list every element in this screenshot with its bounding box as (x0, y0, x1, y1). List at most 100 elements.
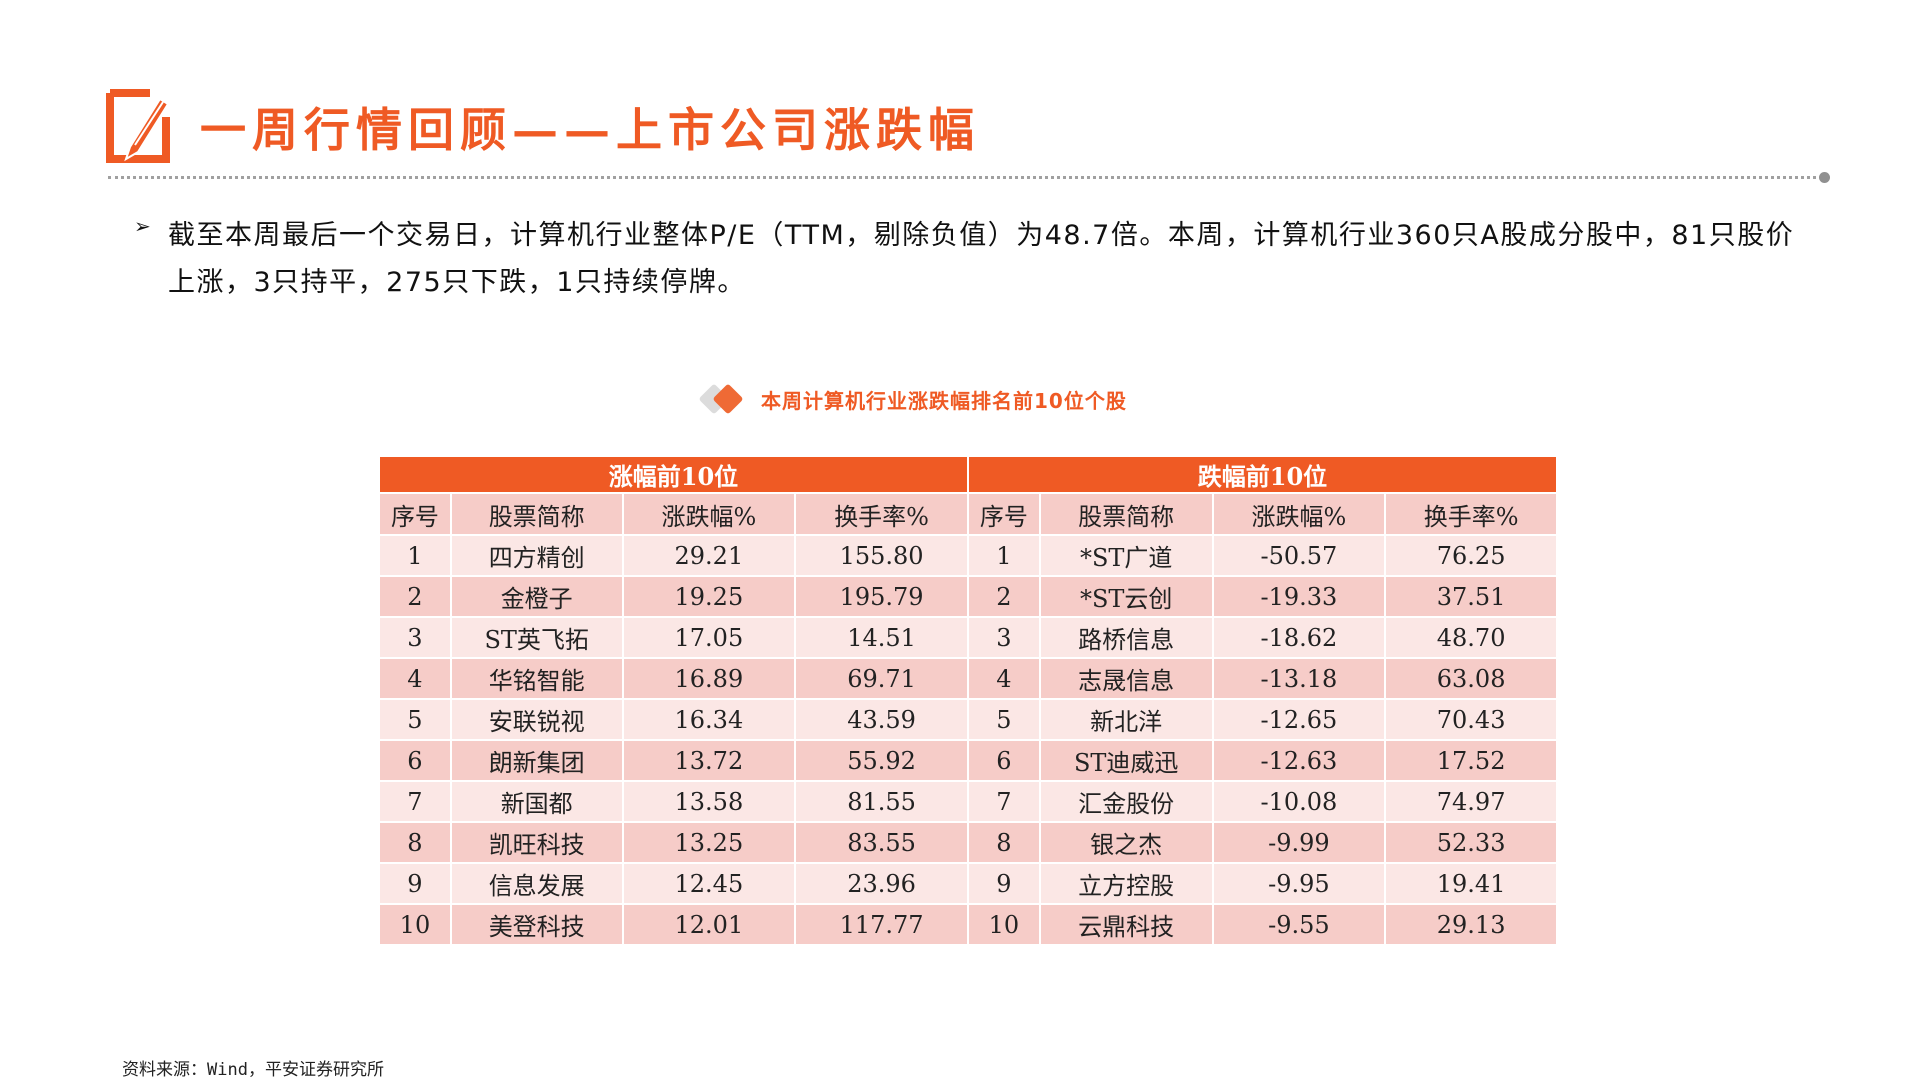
gainer-change-pct: 13.25 (621, 821, 797, 864)
gainer-stock-name: ST英飞拓 (449, 616, 624, 659)
gainer-rank: 2 (378, 575, 452, 618)
loser-rank: 9 (966, 862, 1041, 905)
loser-change-pct: -9.99 (1211, 821, 1387, 864)
table-row: 10 美登科技 12.01 117.77 10 云鼎科技 -9.55 29.13 (378, 903, 1558, 946)
gainer-change-pct: 29.21 (621, 534, 797, 577)
loser-rank: 1 (966, 534, 1041, 577)
summary-text: 截至本周最后一个交易日，计算机行业整体P/E（TTM，剔除负值）为48.7倍。本… (168, 220, 1795, 298)
loser-change-pct: -18.62 (1211, 616, 1387, 659)
gainer-rank: 1 (378, 534, 452, 577)
loser-change-pct: -9.95 (1211, 862, 1387, 905)
gainer-change-pct: 12.45 (621, 862, 797, 905)
table-caption: 本周计算机行业涨跌幅排名前10位个股 (698, 382, 1127, 416)
loser-rank: 10 (966, 903, 1041, 946)
gainer-rank: 10 (378, 903, 452, 946)
loser-change-pct: -9.55 (1211, 903, 1387, 946)
gainer-rank: 8 (378, 821, 452, 864)
gainer-stock-name: 华铭智能 (449, 657, 624, 700)
loser-turnover-pct: 76.25 (1384, 534, 1558, 577)
loser-stock-name: 新北洋 (1038, 698, 1214, 741)
divider-end-dot (1819, 172, 1830, 183)
gainer-stock-name: 凯旺科技 (449, 821, 624, 864)
gainer-turnover-pct: 83.55 (794, 821, 969, 864)
loser-change-pct: -12.65 (1211, 698, 1387, 741)
loser-stock-name: *ST广道 (1038, 534, 1214, 577)
loser-rank: 2 (966, 575, 1041, 618)
loser-rank: 5 (966, 698, 1041, 741)
loser-change-pct: -13.18 (1211, 657, 1387, 700)
loser-turnover-pct: 63.08 (1384, 657, 1558, 700)
loser-turnover-pct: 37.51 (1384, 575, 1558, 618)
table-row: 6 朗新集团 13.72 55.92 6 ST迪威迅 -12.63 17.52 (378, 739, 1558, 782)
loser-change-pct: -10.08 (1211, 780, 1387, 823)
gainer-change-pct: 16.34 (621, 698, 797, 741)
table-row: 2 金橙子 19.25 195.79 2 *ST云创 -19.33 37.51 (378, 575, 1558, 618)
gainer-turnover-pct: 69.71 (794, 657, 969, 700)
loser-turnover-pct: 70.43 (1384, 698, 1558, 741)
gainer-stock-name: 信息发展 (449, 862, 624, 905)
loser-stock-name: *ST云创 (1038, 575, 1214, 618)
table-row: 5 安联锐视 16.34 43.59 5 新北洋 -12.65 70.43 (378, 698, 1558, 741)
loser-stock-name: 银之杰 (1038, 821, 1214, 864)
table-row: 1 四方精创 29.21 155.80 1 *ST广道 -50.57 76.25 (378, 534, 1558, 577)
column-header: 换手率% (1384, 492, 1558, 536)
column-header: 序号 (966, 492, 1041, 536)
column-header: 换手率% (794, 492, 969, 536)
loser-rank: 3 (966, 616, 1041, 659)
gainer-turnover-pct: 117.77 (794, 903, 969, 946)
column-header: 涨跌幅% (621, 492, 797, 536)
table-row: 8 凯旺科技 13.25 83.55 8 银之杰 -9.99 52.33 (378, 821, 1558, 864)
gainer-turnover-pct: 14.51 (794, 616, 969, 659)
arrow-bullet-icon: ➢ (134, 214, 151, 238)
gainer-change-pct: 17.05 (621, 616, 797, 659)
gainer-stock-name: 金橙子 (449, 575, 624, 618)
gainer-turnover-pct: 23.96 (794, 862, 969, 905)
column-header-row: 序号 股票简称 涨跌幅% 换手率% 序号 股票简称 涨跌幅% 换手率% (378, 492, 1558, 536)
column-header: 股票简称 (449, 492, 624, 536)
gainer-turnover-pct: 55.92 (794, 739, 969, 782)
gainer-rank: 4 (378, 657, 452, 700)
loser-change-pct: -12.63 (1211, 739, 1387, 782)
gainer-rank: 5 (378, 698, 452, 741)
loser-stock-name: 云鼎科技 (1038, 903, 1214, 946)
loser-change-pct: -19.33 (1211, 575, 1387, 618)
loser-rank: 8 (966, 821, 1041, 864)
loser-rank: 7 (966, 780, 1041, 823)
source-note: 资料来源：Wind，平安证券研究所 (122, 1060, 384, 1080)
table-row: 4 华铭智能 16.89 69.71 4 志晟信息 -13.18 63.08 (378, 657, 1558, 700)
caption-text: 本周计算机行业涨跌幅排名前10位个股 (761, 388, 1127, 413)
loser-turnover-pct: 48.70 (1384, 616, 1558, 659)
loser-change-pct: -50.57 (1211, 534, 1387, 577)
column-header: 涨跌幅% (1211, 492, 1387, 536)
gainer-turnover-pct: 155.80 (794, 534, 969, 577)
loser-turnover-pct: 52.33 (1384, 821, 1558, 864)
gainer-stock-name: 新国都 (449, 780, 624, 823)
gainer-change-pct: 13.72 (621, 739, 797, 782)
column-header: 股票简称 (1038, 492, 1214, 536)
loser-stock-name: 路桥信息 (1038, 616, 1214, 659)
gainer-change-pct: 12.01 (621, 903, 797, 946)
gainer-stock-name: 安联锐视 (449, 698, 624, 741)
gainer-turnover-pct: 81.55 (794, 780, 969, 823)
gainer-rank: 9 (378, 862, 452, 905)
gainer-change-pct: 19.25 (621, 575, 797, 618)
loser-turnover-pct: 29.13 (1384, 903, 1558, 946)
dotted-divider (108, 176, 1823, 179)
gainers-title: 涨幅前10位 (378, 455, 969, 494)
loser-stock-name: ST迪威迅 (1038, 739, 1214, 782)
loser-rank: 4 (966, 657, 1041, 700)
pencil-edit-icon (106, 89, 170, 163)
loser-stock-name: 立方控股 (1038, 862, 1214, 905)
ranking-table: 涨幅前10位 跌幅前10位 序号 股票简称 涨跌幅% 换手率% 序号 股票简称 涨跌幅% 换手… (378, 455, 1559, 946)
table-row: 7 新国都 13.58 81.55 7 汇金股份 -10.08 74.97 (378, 780, 1558, 823)
gainer-turnover-pct: 43.59 (794, 698, 969, 741)
gainer-stock-name: 四方精创 (449, 534, 624, 577)
gainer-rank: 6 (378, 739, 452, 782)
gainer-rank: 7 (378, 780, 452, 823)
column-header: 序号 (378, 492, 452, 536)
loser-rank: 6 (966, 739, 1041, 782)
loser-stock-name: 汇金股份 (1038, 780, 1214, 823)
table-row: 9 信息发展 12.45 23.96 9 立方控股 -9.95 19.41 (378, 862, 1558, 905)
table-row: 3 ST英飞拓 17.05 14.51 3 路桥信息 -18.62 48.70 (378, 616, 1558, 659)
loser-turnover-pct: 74.97 (1384, 780, 1558, 823)
